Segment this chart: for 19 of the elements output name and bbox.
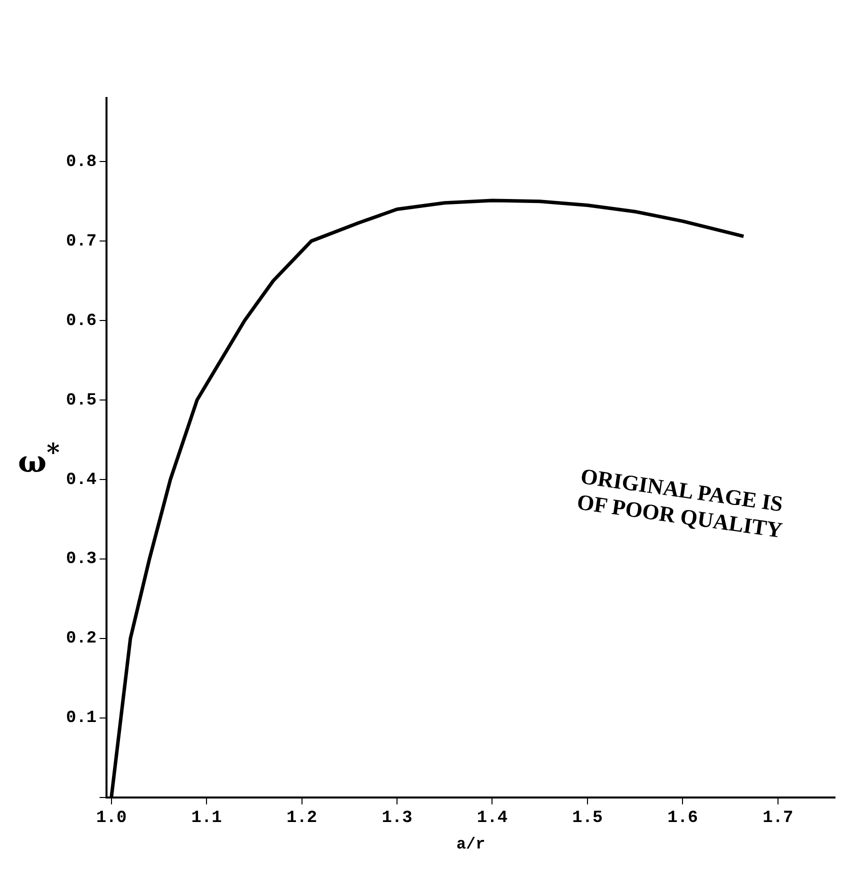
x-tick-label: 1.5 bbox=[572, 808, 603, 828]
y-tick-label: 0.6 bbox=[66, 312, 97, 331]
y-tick-label: 0.3 bbox=[66, 550, 97, 570]
y-tick-label: 0.4 bbox=[66, 470, 97, 490]
y-tick-label: 0.8 bbox=[66, 152, 97, 172]
x-tick-label: 1.1 bbox=[191, 808, 222, 828]
x-tick-label: 1.0 bbox=[96, 808, 127, 828]
x-tick-label: 1.4 bbox=[476, 808, 508, 828]
annotation: ORIGINAL PAGE IS OF POOR QUALITY bbox=[575, 463, 786, 545]
x-tick-label: 1.6 bbox=[667, 808, 698, 828]
y-tick-label: 0.7 bbox=[66, 232, 97, 252]
y-tick-label: 0.1 bbox=[66, 709, 97, 728]
x-axis-title: a/r bbox=[456, 835, 486, 854]
y-tick-label: 0.2 bbox=[66, 630, 97, 649]
x-tick-label: 1.3 bbox=[382, 808, 412, 828]
x-tick-label: 1.7 bbox=[762, 808, 794, 828]
y-tick-label: 0.5 bbox=[66, 391, 97, 410]
x-tick-label: 1.2 bbox=[286, 808, 318, 828]
y-axis-title: ω$^{*}$ bbox=[18, 438, 60, 480]
